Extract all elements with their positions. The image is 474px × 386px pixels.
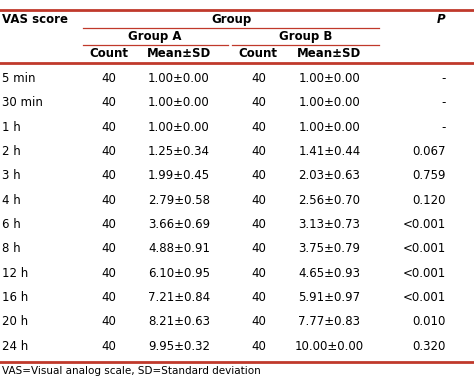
- Text: 0.010: 0.010: [412, 315, 446, 328]
- Text: 20 h: 20 h: [2, 315, 28, 328]
- Text: 40: 40: [101, 72, 117, 85]
- Text: Mean±SD: Mean±SD: [297, 47, 362, 60]
- Text: Group A: Group A: [128, 30, 182, 43]
- Text: 40: 40: [101, 169, 117, 182]
- Text: VAS=Visual analog scale, SD=Standard deviation: VAS=Visual analog scale, SD=Standard dev…: [2, 366, 261, 376]
- Text: Mean±SD: Mean±SD: [147, 47, 211, 60]
- Text: 8.21±0.63: 8.21±0.63: [148, 315, 210, 328]
- Text: 2.56±0.70: 2.56±0.70: [299, 194, 360, 207]
- Text: 0.120: 0.120: [412, 194, 446, 207]
- Text: <0.001: <0.001: [402, 218, 446, 231]
- Text: 3.66±0.69: 3.66±0.69: [148, 218, 210, 231]
- Text: -: -: [441, 121, 446, 134]
- Text: 40: 40: [101, 340, 117, 352]
- Text: 1.00±0.00: 1.00±0.00: [148, 96, 210, 109]
- Text: 4.88±0.91: 4.88±0.91: [148, 242, 210, 255]
- Text: 40: 40: [251, 145, 266, 158]
- Text: 1.00±0.00: 1.00±0.00: [148, 72, 210, 85]
- Text: 5.91±0.97: 5.91±0.97: [298, 291, 361, 304]
- Text: 40: 40: [101, 218, 117, 231]
- Text: Group: Group: [211, 13, 251, 26]
- Text: Count: Count: [239, 47, 278, 60]
- Text: <0.001: <0.001: [402, 242, 446, 255]
- Text: 0.320: 0.320: [412, 340, 446, 352]
- Text: 40: 40: [251, 169, 266, 182]
- Text: 40: 40: [101, 315, 117, 328]
- Text: 24 h: 24 h: [2, 340, 28, 352]
- Text: 1.00±0.00: 1.00±0.00: [299, 72, 360, 85]
- Text: 40: 40: [251, 242, 266, 255]
- Text: 9.95±0.32: 9.95±0.32: [148, 340, 210, 352]
- Text: Group B: Group B: [279, 30, 332, 43]
- Text: 1.41±0.44: 1.41±0.44: [298, 145, 361, 158]
- Text: 2 h: 2 h: [2, 145, 21, 158]
- Text: 7.21±0.84: 7.21±0.84: [148, 291, 210, 304]
- Text: 2.79±0.58: 2.79±0.58: [148, 194, 210, 207]
- Text: 40: 40: [251, 194, 266, 207]
- Text: 40: 40: [101, 194, 117, 207]
- Text: 40: 40: [101, 96, 117, 109]
- Text: 0.759: 0.759: [412, 169, 446, 182]
- Text: 40: 40: [251, 72, 266, 85]
- Text: 3.75±0.79: 3.75±0.79: [299, 242, 360, 255]
- Text: 3.13±0.73: 3.13±0.73: [299, 218, 360, 231]
- Text: 0.067: 0.067: [412, 145, 446, 158]
- Text: 4 h: 4 h: [2, 194, 21, 207]
- Text: <0.001: <0.001: [402, 291, 446, 304]
- Text: 1.00±0.00: 1.00±0.00: [299, 96, 360, 109]
- Text: 10.00±0.00: 10.00±0.00: [295, 340, 364, 352]
- Text: 16 h: 16 h: [2, 291, 28, 304]
- Text: P: P: [437, 13, 446, 26]
- Text: 1 h: 1 h: [2, 121, 21, 134]
- Text: <0.001: <0.001: [402, 267, 446, 279]
- Text: 1.00±0.00: 1.00±0.00: [148, 121, 210, 134]
- Text: 2.03±0.63: 2.03±0.63: [299, 169, 360, 182]
- Text: Count: Count: [90, 47, 128, 60]
- Text: 40: 40: [101, 145, 117, 158]
- Text: 6 h: 6 h: [2, 218, 21, 231]
- Text: 5 min: 5 min: [2, 72, 36, 85]
- Text: -: -: [441, 96, 446, 109]
- Text: -: -: [441, 72, 446, 85]
- Text: 40: 40: [251, 218, 266, 231]
- Text: 40: 40: [101, 242, 117, 255]
- Text: 6.10±0.95: 6.10±0.95: [148, 267, 210, 279]
- Text: 12 h: 12 h: [2, 267, 28, 279]
- Text: 40: 40: [251, 340, 266, 352]
- Text: 40: 40: [251, 315, 266, 328]
- Text: 1.00±0.00: 1.00±0.00: [299, 121, 360, 134]
- Text: 40: 40: [251, 121, 266, 134]
- Text: 40: 40: [251, 96, 266, 109]
- Text: 40: 40: [101, 291, 117, 304]
- Text: 1.25±0.34: 1.25±0.34: [148, 145, 210, 158]
- Text: 40: 40: [101, 121, 117, 134]
- Text: 40: 40: [251, 291, 266, 304]
- Text: 3 h: 3 h: [2, 169, 21, 182]
- Text: 40: 40: [251, 267, 266, 279]
- Text: VAS score: VAS score: [2, 13, 68, 26]
- Text: 30 min: 30 min: [2, 96, 43, 109]
- Text: 8 h: 8 h: [2, 242, 21, 255]
- Text: 7.77±0.83: 7.77±0.83: [299, 315, 360, 328]
- Text: 1.99±0.45: 1.99±0.45: [148, 169, 210, 182]
- Text: 4.65±0.93: 4.65±0.93: [299, 267, 360, 279]
- Text: 40: 40: [101, 267, 117, 279]
